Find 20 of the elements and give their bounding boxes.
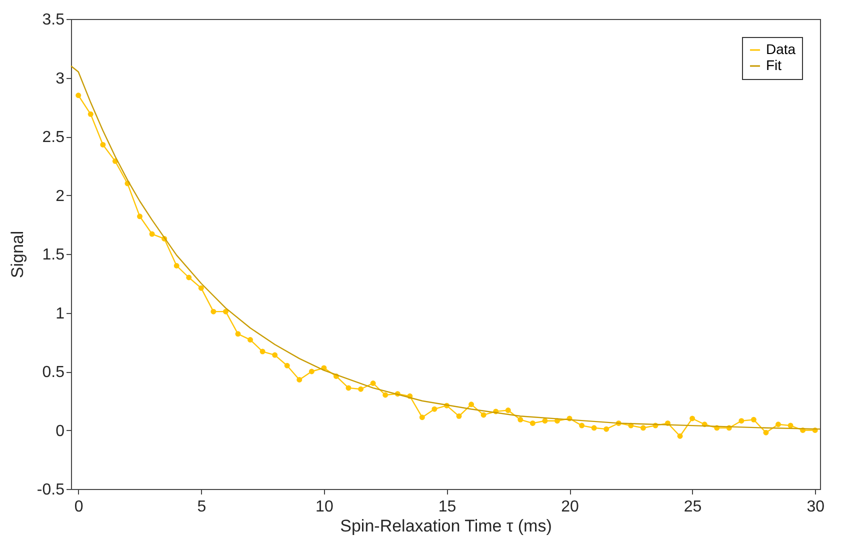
y-tick-label: 1.5	[42, 246, 65, 264]
y-axis-title: Signal	[8, 230, 27, 278]
legend-label: Data	[766, 41, 796, 57]
legend-label: Fit	[766, 57, 782, 73]
x-tick-label: 30	[806, 498, 825, 516]
y-tick-label: 3.5	[42, 12, 65, 28]
x-axis-title: Spin-Relaxation Time τ (ms)	[340, 516, 552, 536]
y-tick-label: 3	[56, 70, 65, 88]
y-tick-label: -0.5	[36, 482, 65, 498]
y-tick-label: 0.5	[42, 364, 65, 381]
y-tick-label: 2	[56, 188, 65, 205]
x-tick-label: 0	[74, 498, 84, 516]
x-tick-label: 5	[197, 498, 206, 516]
x-tick-label: 10	[316, 498, 334, 516]
y-tick-label: 2.5	[42, 129, 65, 146]
x-tick-label: 25	[684, 498, 702, 516]
y-tick-label: 0	[56, 422, 65, 440]
x-tick-label: 15	[438, 498, 456, 516]
y-tick-label: 1	[56, 305, 65, 322]
x-tick-label: 20	[561, 498, 580, 516]
